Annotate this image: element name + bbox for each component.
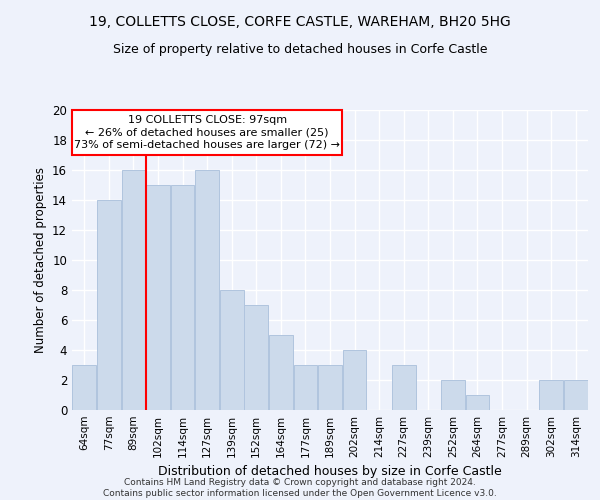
Bar <box>73 365 96 410</box>
Text: 73% of semi-detached houses are larger (72) →: 73% of semi-detached houses are larger (… <box>74 140 340 150</box>
Text: 19 COLLETTS CLOSE: 97sqm: 19 COLLETTS CLOSE: 97sqm <box>128 115 287 125</box>
X-axis label: Distribution of detached houses by size in Corfe Castle: Distribution of detached houses by size … <box>158 466 502 478</box>
Bar <box>122 170 145 410</box>
Bar <box>170 185 194 410</box>
Bar <box>318 365 342 410</box>
Bar <box>97 200 121 410</box>
Bar <box>441 380 465 410</box>
Bar <box>269 335 293 410</box>
Bar <box>73 110 342 155</box>
Bar <box>244 305 268 410</box>
Text: ← 26% of detached houses are smaller (25): ← 26% of detached houses are smaller (25… <box>85 128 329 138</box>
Y-axis label: Number of detached properties: Number of detached properties <box>34 167 47 353</box>
Bar <box>466 395 490 410</box>
Text: Contains HM Land Registry data © Crown copyright and database right 2024.
Contai: Contains HM Land Registry data © Crown c… <box>103 478 497 498</box>
Bar <box>220 290 244 410</box>
Bar <box>392 365 416 410</box>
Text: Size of property relative to detached houses in Corfe Castle: Size of property relative to detached ho… <box>113 42 487 56</box>
Text: 19, COLLETTS CLOSE, CORFE CASTLE, WAREHAM, BH20 5HG: 19, COLLETTS CLOSE, CORFE CASTLE, WAREHA… <box>89 15 511 29</box>
Bar <box>195 170 219 410</box>
Bar <box>146 185 170 410</box>
Bar <box>539 380 563 410</box>
Bar <box>343 350 367 410</box>
Bar <box>293 365 317 410</box>
Bar <box>564 380 587 410</box>
